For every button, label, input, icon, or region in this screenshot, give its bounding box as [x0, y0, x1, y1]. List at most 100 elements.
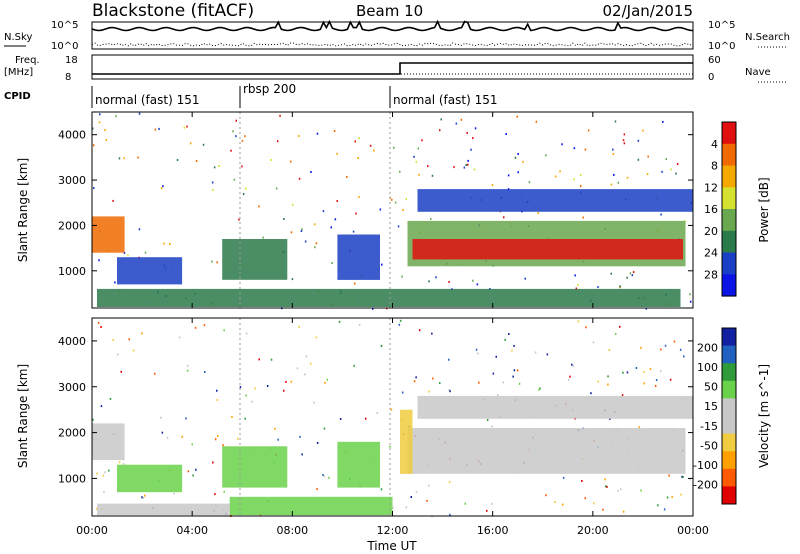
scatter-cell [517, 153, 519, 155]
scatter-cell [301, 453, 303, 456]
scatter-cell [626, 371, 629, 374]
scatter-cell [187, 470, 190, 473]
scatter-cell [402, 209, 404, 211]
scatter-cell [102, 474, 105, 477]
scatter-cell [486, 509, 488, 512]
scatter-cell [623, 142, 626, 145]
colorbar-frame [721, 327, 737, 505]
scatter-cell [222, 444, 224, 447]
scatter-cell [186, 125, 188, 128]
scatter-cell [613, 173, 615, 176]
scatter-cell [181, 435, 183, 438]
scatter-cell [160, 187, 163, 190]
scatter-cell [559, 170, 561, 173]
scatter-cell [513, 369, 516, 372]
scatter-cell [608, 349, 611, 352]
scatter-cell [661, 170, 663, 173]
scatter-cell [323, 475, 325, 478]
scatter-cell [455, 122, 458, 125]
scatter-cell [413, 380, 416, 383]
scatter-cell [654, 384, 657, 387]
scatter-cell [154, 128, 157, 131]
scatter-cell [623, 133, 626, 136]
echo-band [412, 239, 683, 260]
scatter-cell [649, 368, 652, 371]
scatter-cell [517, 171, 519, 174]
scatter-cell [399, 319, 402, 322]
scatter-cell [449, 390, 451, 393]
scatter-cell [315, 242, 318, 245]
colorbar-frame [721, 121, 737, 297]
nsearch-tick-top: 10^5 [708, 20, 735, 31]
scatter-cell [646, 173, 649, 176]
scatter-cell [192, 474, 194, 477]
colorbar-swatch [722, 209, 736, 232]
scatter-cell [666, 496, 669, 499]
scatter-cell [216, 261, 218, 264]
scatter-cell [439, 129, 441, 132]
scatter-cell [380, 488, 383, 491]
x-tick-label: 00:00 [76, 524, 108, 537]
scatter-cell [491, 425, 493, 428]
scatter-cell [592, 341, 595, 344]
scatter-cell [682, 476, 684, 478]
scatter-cell [99, 113, 101, 116]
scatter-cell [178, 336, 181, 339]
scatter-cell [305, 355, 308, 358]
scatter-cell [270, 358, 273, 361]
scatter-cell [642, 129, 644, 132]
scatter-cell [223, 329, 225, 332]
scatter-cell [138, 228, 141, 231]
scatter-cell [647, 155, 649, 158]
scatter-cell [122, 462, 125, 465]
scatter-cell [426, 499, 428, 502]
beam-label: Beam 10 [356, 2, 423, 20]
nsky-panel: N.Sky 10^5 10^0 10^5 10^0 N.Search [4, 19, 790, 52]
scatter-cell [285, 380, 287, 383]
scatter-cell [662, 120, 664, 123]
scatter-cell [474, 127, 477, 130]
x-tick-label: 04:00 [176, 524, 208, 537]
freq-tick-bottom: 8 [65, 72, 71, 83]
scatter-cell [626, 176, 629, 179]
nave-tick-bottom: 0 [708, 72, 714, 83]
scatter-cell [189, 142, 192, 145]
scatter-cell [154, 372, 156, 375]
scatter-cell [607, 383, 609, 386]
scatter-cell [316, 132, 319, 135]
scatter-cell [392, 506, 394, 509]
scatter-cell [637, 158, 640, 161]
scatter-cell [127, 254, 129, 257]
scatter-cell [597, 286, 599, 289]
freq-label-line2: [MHz] [4, 67, 33, 78]
colorbar-tick-label: 15 [704, 400, 718, 413]
scatter-cell [310, 362, 312, 365]
scatter-cell [448, 389, 450, 391]
scatter-cell [338, 320, 341, 323]
colorbar-tick-label: 28 [704, 268, 718, 281]
velocity-scatter-cells [92, 319, 691, 518]
echo-band [337, 234, 380, 280]
scatter-cell [467, 163, 469, 166]
scatter-cell [141, 496, 143, 499]
scatter-cell [251, 400, 253, 403]
colorbar-tick-label: 200 [697, 342, 718, 355]
scatter-cell [108, 469, 110, 472]
scatter-cell [391, 198, 393, 201]
y-tick-label: 4000 [58, 335, 86, 348]
scatter-cell [123, 251, 126, 254]
scatter-cell [138, 112, 141, 115]
scatter-cell [262, 236, 264, 239]
scatter-cell [232, 130, 234, 133]
scatter-cell [418, 173, 420, 176]
scatter-cell [415, 491, 418, 494]
scatter-cell [472, 279, 474, 282]
scatter-cell [463, 166, 466, 169]
power-colorbar-label: Power [dB] [757, 177, 771, 242]
scatter-cell [675, 172, 677, 175]
scatter-cell [173, 492, 175, 495]
scatter-cell [93, 144, 95, 147]
scatter-cell [431, 174, 434, 177]
scatter-cell [277, 438, 279, 441]
colorbar-tick-label: 24 [704, 247, 718, 260]
